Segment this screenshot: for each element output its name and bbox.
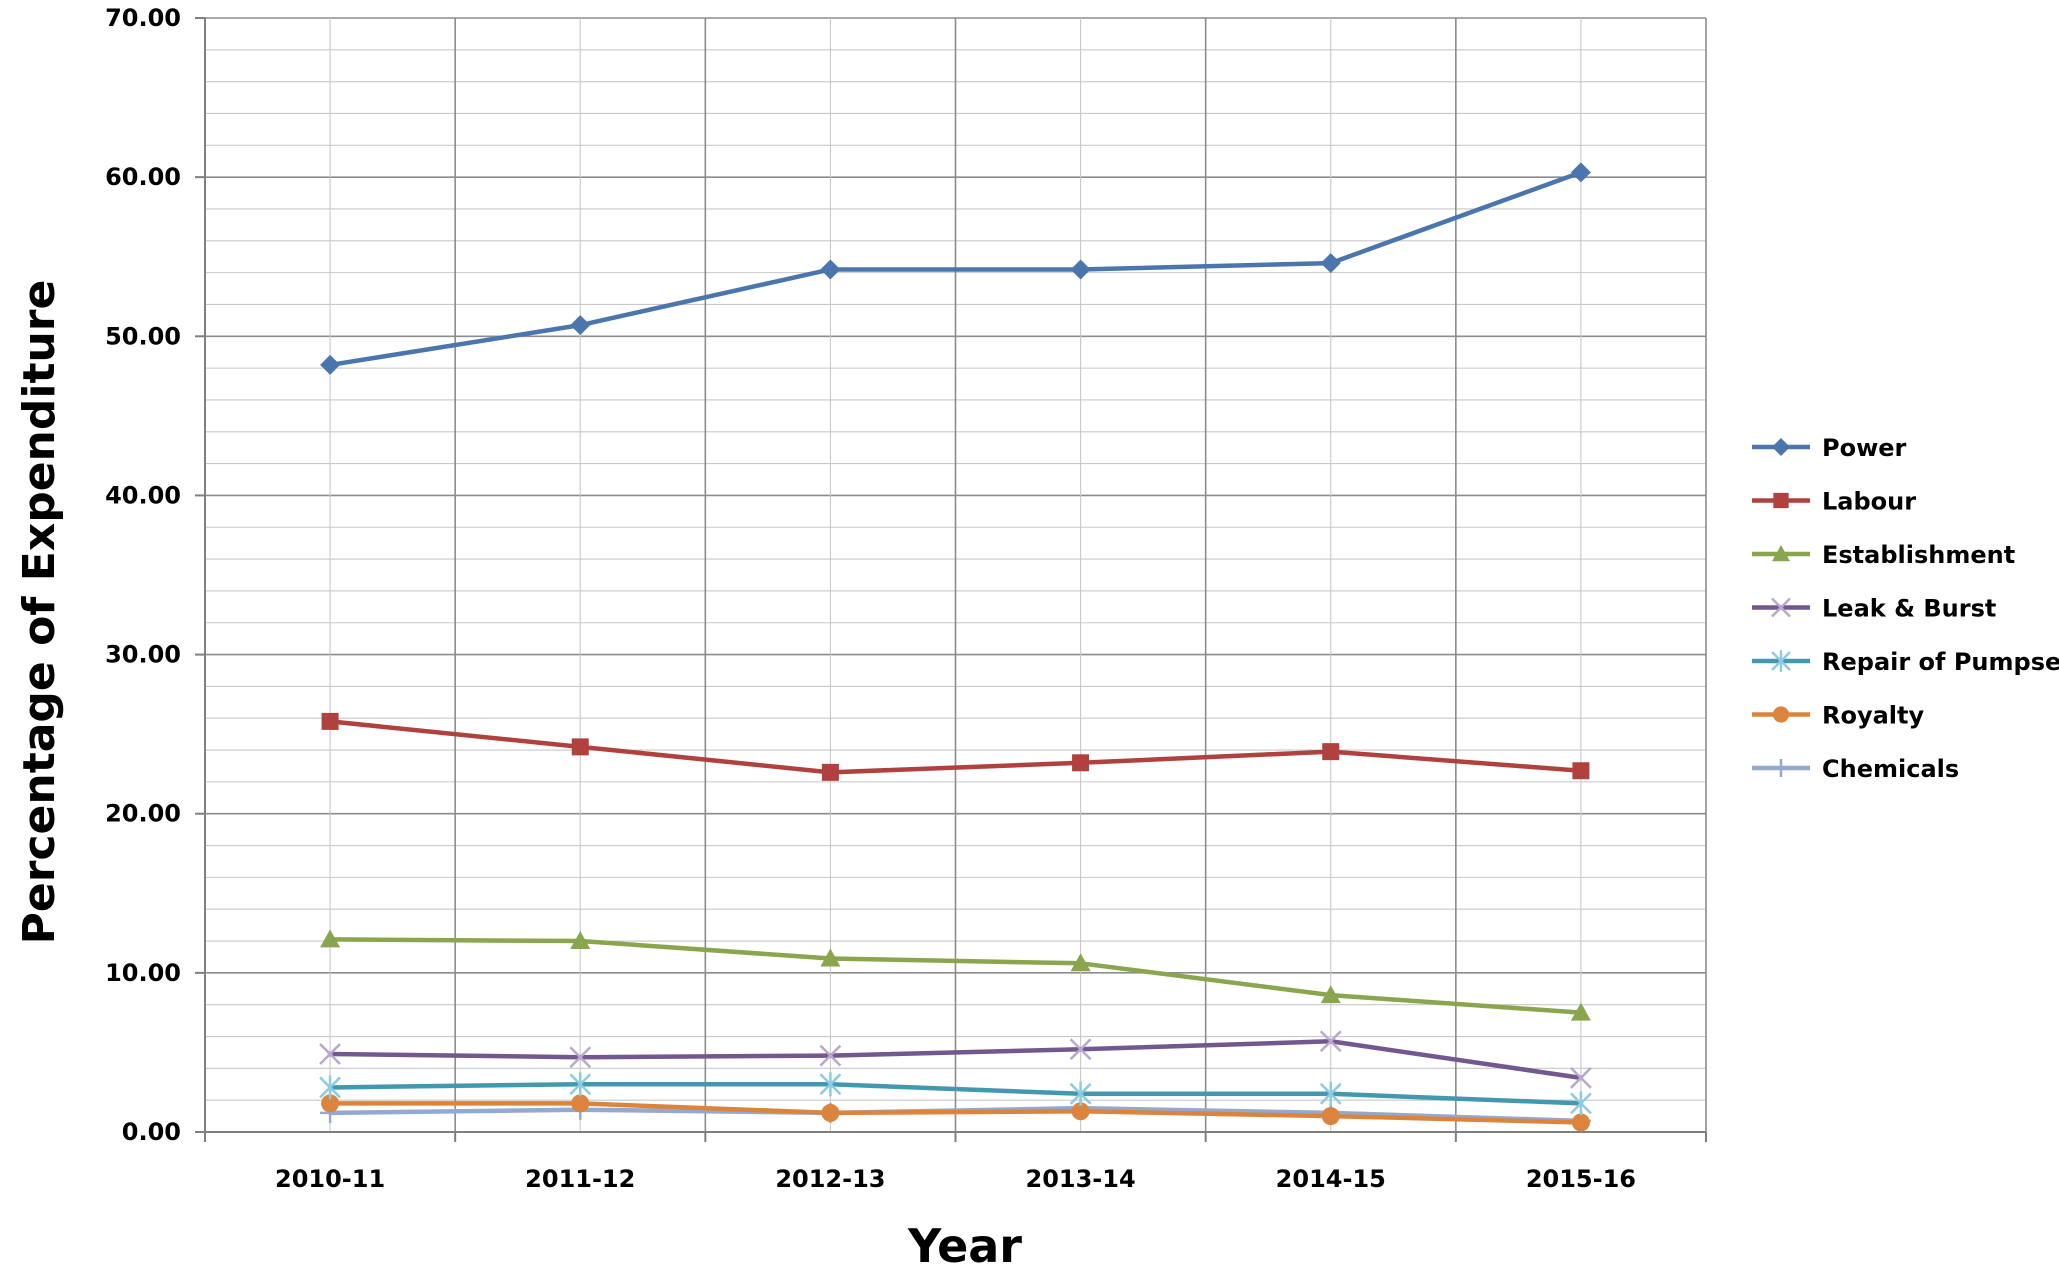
data-point [820, 259, 841, 280]
legend-label: Chemicals [1822, 755, 1959, 783]
legend-label: Leak & Burst [1822, 595, 1996, 623]
data-point [1321, 1107, 1340, 1126]
data-point [1771, 597, 1791, 618]
data-point [1069, 1038, 1092, 1061]
data-point [821, 763, 839, 781]
axes [195, 17, 1707, 1142]
data-point [571, 1094, 590, 1113]
data-point [821, 1103, 840, 1122]
series-power [320, 162, 1591, 375]
legend-item-royalty: Royalty [1752, 702, 1925, 730]
x-tick-labels: 2010-11 2011-12 2012-13 2013-14 2014-15 2015-… [275, 1165, 1636, 1193]
y-axis-title: Percentage of Expenditure [14, 280, 65, 945]
data-point [320, 929, 341, 948]
series-line-repair-of-pumpsets [327, 1082, 1584, 1106]
series-line-power [327, 170, 1584, 368]
data-point [1771, 650, 1791, 672]
data-point [1772, 706, 1790, 723]
series-line-royalty [327, 1101, 1584, 1125]
data-point [321, 1094, 340, 1113]
legend-label: Royalty [1822, 702, 1925, 730]
x-tick-label: 2012-13 [775, 1165, 885, 1193]
series-repair-of-pumpsets [319, 1072, 1592, 1116]
data-point [820, 948, 841, 967]
data-point [1772, 545, 1790, 562]
data-point [1319, 1081, 1342, 1106]
x-axis-title: Year [907, 1219, 1022, 1273]
series-establishment [320, 929, 1591, 1021]
data-point [571, 738, 589, 756]
x-tick-label: 2013-14 [1026, 1165, 1136, 1193]
data-point [1070, 953, 1091, 972]
data-point [1570, 162, 1591, 183]
legend-item-labour: Labour [1752, 488, 1916, 516]
data-point [1322, 743, 1340, 761]
legend-item-establishment: Establishment [1752, 541, 2015, 569]
data-point [1570, 1002, 1591, 1021]
x-tick-label: 2015-16 [1526, 1165, 1636, 1193]
series-labour [321, 712, 1590, 781]
y-tick-label: 70.00 [105, 4, 181, 32]
data-point [1772, 438, 1790, 456]
data-point [819, 1072, 842, 1097]
series-line-establishment [327, 937, 1584, 1015]
data-point [1571, 1113, 1590, 1132]
legend-label: Labour [1822, 488, 1916, 516]
x-tick-label: 2010-11 [275, 1165, 385, 1193]
data-point [1570, 1067, 1592, 1089]
series-royalty [321, 1094, 1590, 1132]
series [319, 162, 1592, 1132]
x-tick-label: 2011-12 [525, 1165, 635, 1193]
legend-item-leak-burst: Leak & Burst [1752, 595, 1996, 623]
data-point [1572, 762, 1590, 780]
legend: Power Labour Establishment Leak & Burst Repa… [1752, 434, 2059, 783]
y-tick-label: 50.00 [105, 322, 181, 350]
data-point [1773, 492, 1789, 509]
data-point [1570, 1091, 1592, 1116]
data-point [319, 1075, 341, 1100]
y-tick-label: 20.00 [105, 800, 181, 828]
series-leak-burst [319, 1030, 1592, 1089]
legend-label: Repair of Pumpsets [1822, 648, 2059, 676]
x-tick-label: 2014-15 [1276, 1165, 1386, 1193]
y-tick-label: 10.00 [105, 959, 181, 987]
data-point [819, 1044, 842, 1067]
series-line-labour [327, 719, 1584, 775]
data-point [1070, 259, 1091, 280]
data-point [1320, 985, 1341, 1004]
data-point [1319, 1030, 1342, 1053]
data-point [1071, 1102, 1090, 1121]
legend-item-power: Power [1752, 434, 1907, 462]
data-point [319, 1043, 341, 1065]
data-point [320, 354, 341, 375]
data-point [321, 712, 339, 730]
legend-item-repair-of-pumpsets: Repair of Pumpsets [1752, 648, 2059, 676]
y-tick-label: 40.00 [105, 481, 181, 509]
y-tick-labels: 0.00 10.00 20.00 30.00 40.00 50.00 60.00 70.00 [105, 4, 181, 1146]
data-point [1772, 759, 1790, 777]
data-point [1069, 1081, 1092, 1106]
grid [204, 17, 1707, 1133]
y-tick-label: 0.00 [122, 1118, 181, 1146]
legend-label: Power [1822, 434, 1907, 462]
data-point [569, 1046, 592, 1069]
data-point [570, 931, 591, 950]
series-line-leak-burst [327, 1039, 1584, 1081]
legend-label: Establishment [1822, 541, 2015, 569]
data-point [1320, 253, 1341, 274]
data-point [570, 315, 591, 336]
y-tick-label: 60.00 [105, 163, 181, 191]
data-point [569, 1072, 592, 1097]
legend-item-chemicals: Chemicals [1752, 755, 1959, 783]
y-tick-label: 30.00 [105, 641, 181, 669]
data-point [1072, 754, 1090, 772]
